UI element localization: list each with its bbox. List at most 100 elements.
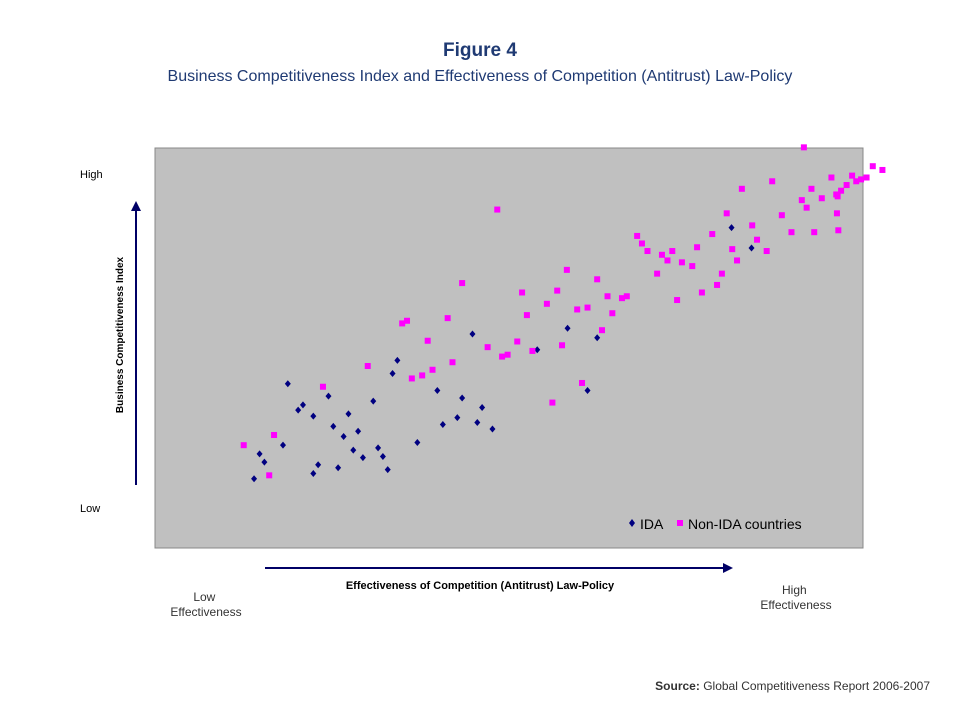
non-ida-point (869, 163, 876, 170)
x-tick-high-line1: High (782, 583, 807, 597)
non-ida-point (266, 472, 273, 479)
ida-point (310, 412, 317, 420)
legend-non-ida-marker (677, 520, 683, 526)
non-ida-point (599, 327, 606, 334)
ida-point (489, 425, 496, 433)
ida-point (315, 461, 322, 469)
non-ida-point (654, 270, 661, 277)
non-ida-point (763, 248, 770, 255)
ida-point (379, 452, 386, 460)
non-ida-point (399, 320, 406, 327)
ida-point (584, 387, 591, 395)
non-ida-point (424, 337, 431, 344)
plot-area (154, 147, 864, 549)
non-ida-point (604, 293, 611, 300)
ida-point (414, 439, 421, 447)
ida-point (359, 454, 366, 462)
ida-point (594, 334, 601, 342)
x-tick-low-line2: Effectiveness (170, 605, 241, 619)
non-ida-point (404, 317, 411, 324)
ida-point (284, 380, 291, 388)
non-ida-point (835, 227, 842, 234)
non-ida-point (579, 379, 586, 386)
ida-point (299, 401, 306, 409)
non-ida-point (811, 229, 818, 236)
non-ida-point (449, 359, 456, 366)
non-ida-point (678, 259, 685, 266)
non-ida-point (519, 289, 526, 296)
x-tick-low-line1: Low (193, 590, 215, 604)
non-ida-point (863, 174, 870, 181)
non-ida-point (444, 315, 451, 322)
ida-point (564, 324, 571, 332)
non-ida-point (549, 399, 556, 406)
non-ida-point (834, 193, 841, 200)
non-ida-point (853, 178, 860, 185)
non-ida-point (669, 248, 676, 255)
y-tick-low: Low (80, 503, 100, 515)
non-ida-point (240, 442, 247, 449)
non-ida-point (800, 144, 807, 151)
non-ida-point (833, 210, 840, 217)
x-axis-label: Effectiveness of Competition (Antitrust)… (346, 580, 615, 592)
ida-point (439, 420, 446, 428)
non-ida-point (879, 166, 886, 173)
legend-ida-marker (629, 519, 635, 527)
ida-point (256, 450, 263, 458)
non-ida-point (769, 178, 776, 185)
non-ida-point (419, 372, 426, 379)
non-ida-point (504, 351, 511, 358)
non-ida-point (408, 375, 415, 382)
ida-point (375, 444, 382, 452)
source-text: Global Competitiveness Report 2006-2007 (703, 679, 930, 693)
non-ida-point (723, 210, 730, 217)
non-ida-point (718, 270, 725, 277)
non-ida-point (714, 281, 721, 288)
ida-point (325, 392, 332, 400)
non-ida-point (563, 266, 570, 273)
non-ida-point (664, 257, 671, 264)
non-ida-point (543, 300, 550, 307)
non-ida-point (694, 244, 701, 251)
ida-point (370, 397, 377, 405)
non-ida-point (554, 287, 561, 294)
ida-point (469, 330, 476, 338)
figure-title: Figure 4 (443, 40, 517, 61)
non-ida-point (584, 304, 591, 311)
non-ida-point (808, 185, 815, 192)
non-ida-point (609, 310, 616, 317)
y-axis-label: Business Competitiveness Index (115, 256, 126, 413)
non-ida-point (674, 297, 681, 304)
ida-point (384, 466, 391, 474)
x-tick-high: High Effectiveness (760, 583, 831, 612)
ida-point (251, 475, 258, 483)
y-tick-high: High (80, 169, 103, 181)
ida-point (434, 387, 441, 395)
ida-point (474, 419, 481, 427)
ida-point (394, 356, 401, 364)
non-ida-point (698, 289, 705, 296)
non-ida-point (638, 240, 645, 247)
ida-point (350, 446, 357, 454)
non-ida-point (523, 312, 530, 319)
non-ida-point (828, 174, 835, 181)
non-ida-point (858, 176, 865, 183)
non-ida-point (364, 363, 371, 370)
source-label: Source: (655, 679, 700, 693)
non-ida-point (749, 222, 756, 229)
figure-subtitle: Business Competitiveness Index and Effec… (167, 68, 793, 85)
non-ida-point (644, 248, 651, 255)
non-ida-point (738, 185, 745, 192)
ida-point (335, 464, 342, 472)
ida-point (459, 394, 466, 402)
non-ida-point (843, 182, 850, 189)
ida-point (389, 370, 396, 378)
x-tick-low: Low Effectiveness (170, 590, 241, 619)
source-note: Source: Global Competitiveness Report 20… (655, 679, 930, 693)
points-layer (240, 144, 886, 483)
ida-point (345, 410, 352, 418)
ida-point (310, 469, 317, 477)
non-ida-point (709, 231, 716, 238)
non-ida-point (618, 295, 625, 302)
